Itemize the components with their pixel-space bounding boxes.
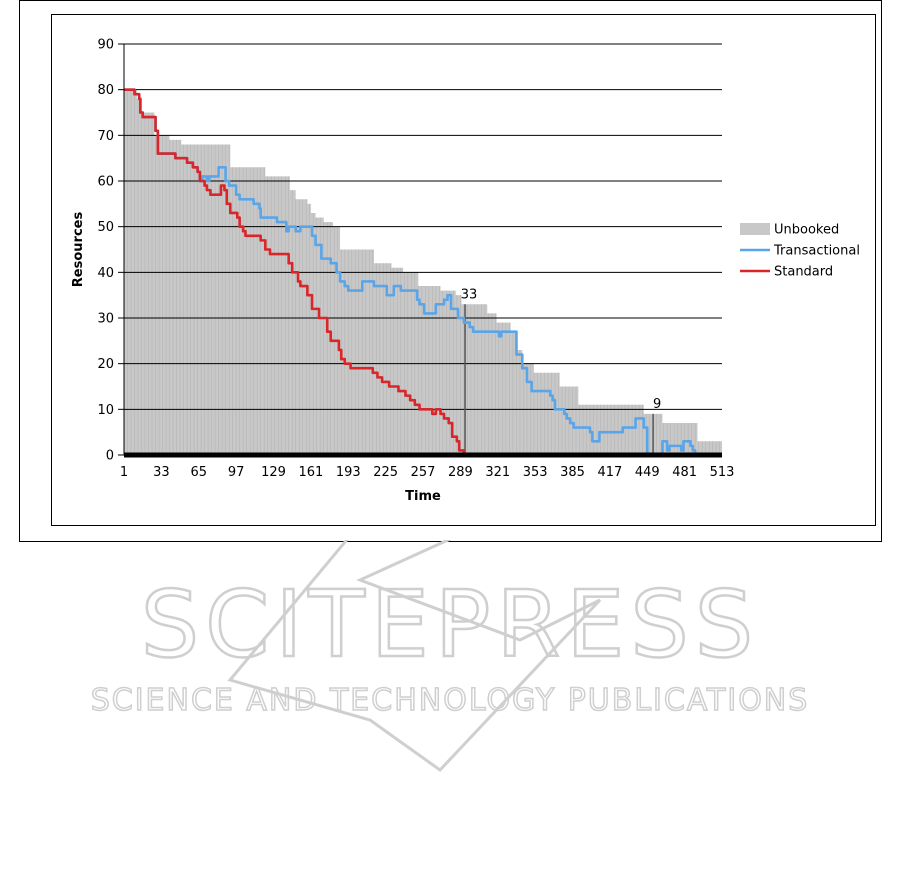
series-line-standard: [124, 88, 722, 457]
y-tick-label: 30: [97, 312, 114, 327]
y-tick-label: 40: [97, 266, 114, 281]
x-tick-label: 289: [448, 465, 473, 480]
x-tick-label: 129: [261, 465, 286, 480]
legend-swatch-unbooked: [740, 223, 770, 235]
y-tick-label: 70: [97, 129, 114, 144]
x-tick-label: 65: [190, 465, 207, 480]
series-line-transactional: [124, 88, 722, 457]
y-tick-label: 50: [97, 220, 114, 235]
x-tick-label: 353: [523, 465, 548, 480]
x-tick-label: 97: [228, 465, 245, 480]
resources-chart: 33 9 0 10 20 30 40 50 60 70 80 90 1 33 65 97 129 161 193 2…: [71, 38, 860, 505]
legend: Unbooked Transactional Standard: [740, 223, 860, 280]
x-tick-label: 1: [120, 465, 128, 480]
y-tick-label: 80: [97, 83, 114, 98]
watermark-subtitle: SCIENCE AND TECHNOLOGY PUBLICATIONS: [91, 683, 810, 718]
series-lines: [124, 88, 722, 457]
y-tick-label: 0: [106, 449, 114, 464]
chart-panel: 33 9 0 10 20 30 40 50 60 70 80 90 1 33 65 97 129 161 193 2…: [51, 14, 876, 526]
x-tick-label: 449: [635, 465, 660, 480]
watermark-title: SCITEPRESS: [141, 571, 759, 678]
watermark-logo-shape: [227, 540, 602, 772]
x-tick-label: 481: [672, 465, 697, 480]
y-tick-label: 90: [97, 38, 114, 53]
x-tick-label: 321: [485, 465, 510, 480]
x-tick-label: 513: [710, 465, 735, 480]
y-tick-label: 20: [97, 357, 114, 372]
x-tick-label: 225: [373, 465, 398, 480]
annotation-label: 9: [653, 397, 661, 412]
x-tick-label: 417: [597, 465, 622, 480]
y-tick-label: 10: [97, 403, 114, 418]
x-tick-label: 193: [336, 465, 361, 480]
x-tick-label: 385: [560, 465, 585, 480]
legend-label-unbooked: Unbooked: [774, 223, 839, 238]
x-tick-label: 161: [298, 465, 323, 480]
y-axis-label: Resources: [71, 212, 86, 288]
y-tick-label: 60: [97, 175, 114, 190]
figure-frame: 33 9 0 10 20 30 40 50 60 70 80 90 1 33 65 97 129 161 193 2…: [19, 0, 882, 542]
annotation-layer: 33 9: [461, 287, 661, 455]
legend-label-transactional: Transactional: [773, 244, 860, 259]
axes: 0 10 20 30 40 50 60 70 80 90 1 33 65 97 129 161 193 225 25…: [71, 38, 734, 505]
publisher-watermark: SCITEPRESS SCIENCE AND TECHNOLOGY PUBLIC…: [90, 540, 810, 772]
annotation-label: 33: [461, 287, 478, 302]
x-tick-label: 257: [411, 465, 436, 480]
legend-label-standard: Standard: [774, 265, 833, 280]
x-axis-label: Time: [405, 489, 441, 504]
x-tick-label: 33: [153, 465, 170, 480]
